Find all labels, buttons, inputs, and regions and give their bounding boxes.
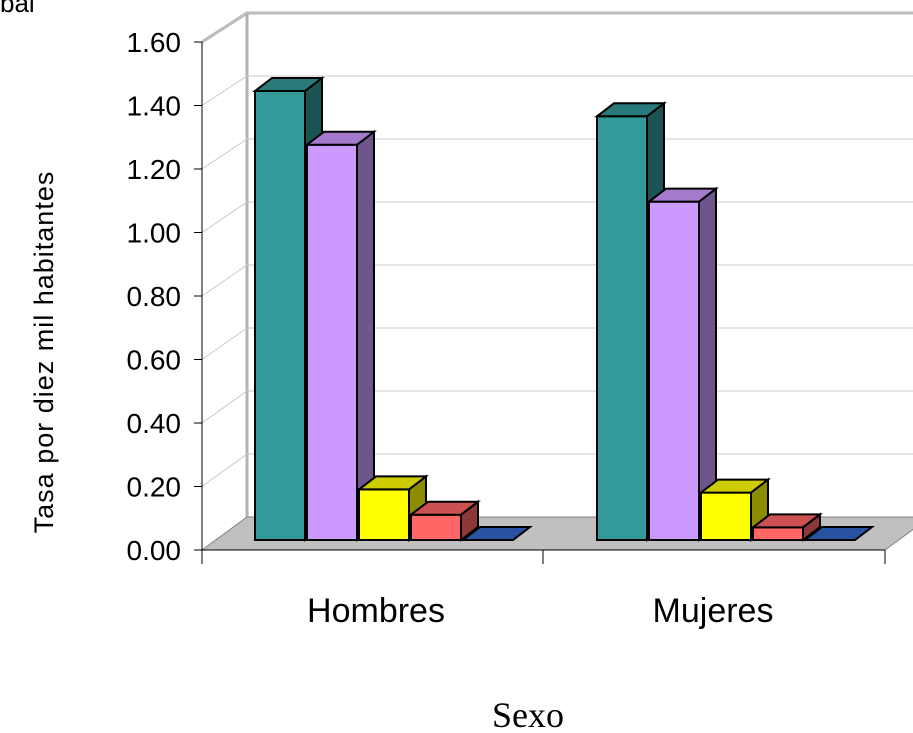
- bar-front: [648, 200, 700, 542]
- y-tick-label: 0.80: [127, 281, 182, 312]
- bar-top: [802, 526, 875, 541]
- y-tick-label: 1.40: [127, 91, 182, 122]
- gridline-side: [201, 327, 248, 360]
- bar-front: [358, 488, 410, 541]
- gridline-side: [201, 453, 248, 487]
- bar: [646, 186, 719, 543]
- bar: [750, 512, 823, 543]
- corner-text: bal: [0, 0, 35, 18]
- gridline-side: [201, 201, 248, 233]
- y-tick-label: 1.00: [127, 218, 182, 249]
- bar-top: [594, 102, 667, 118]
- bar-top: [408, 500, 481, 516]
- bar-front: [410, 513, 462, 541]
- y-tick-label: 0.40: [127, 408, 182, 439]
- bar-top: [646, 187, 719, 203]
- x-category-label: Mujeres: [653, 592, 774, 630]
- bar-front: [752, 526, 804, 541]
- bar: [460, 526, 533, 541]
- y-tick-label: 0.00: [127, 535, 182, 566]
- x-axis-label: Sexo: [492, 695, 564, 733]
- gridline-side: [201, 390, 248, 424]
- bar-front: [254, 90, 306, 541]
- bar-top: [460, 526, 533, 541]
- chart-bars: [252, 75, 875, 543]
- bar-top: [356, 475, 429, 491]
- bar: [304, 129, 377, 543]
- y-tick-label: 1.20: [127, 154, 182, 185]
- bar-front: [306, 143, 358, 542]
- bar: [802, 526, 875, 541]
- gridline-side: [201, 12, 248, 43]
- bar-front: [700, 491, 752, 542]
- y-axis-label: Tasa por diez mil habitantes: [29, 171, 59, 534]
- bar-top: [304, 130, 377, 146]
- y-tick-label: 1.60: [127, 27, 182, 58]
- y-tick-label: 0.20: [127, 472, 182, 503]
- y-axis-ticks: 0.00 0.20 0.40 0.60 0.80 1.00 1.20 1.40 1.60: [127, 27, 202, 566]
- gridline-side: [201, 75, 248, 106]
- bar-top: [252, 77, 325, 92]
- bar: [408, 499, 481, 543]
- bar-top: [750, 513, 823, 529]
- gridline-side: [201, 264, 248, 297]
- side-wall: [202, 13, 247, 550]
- bar-front: [596, 115, 648, 541]
- gridline-side: [201, 138, 248, 170]
- x-category-label: Hombres: [307, 592, 445, 630]
- y-tick-label: 0.60: [127, 345, 182, 376]
- bar-top: [698, 478, 771, 494]
- x-axis-categories: Hombres Mujeres: [307, 592, 773, 630]
